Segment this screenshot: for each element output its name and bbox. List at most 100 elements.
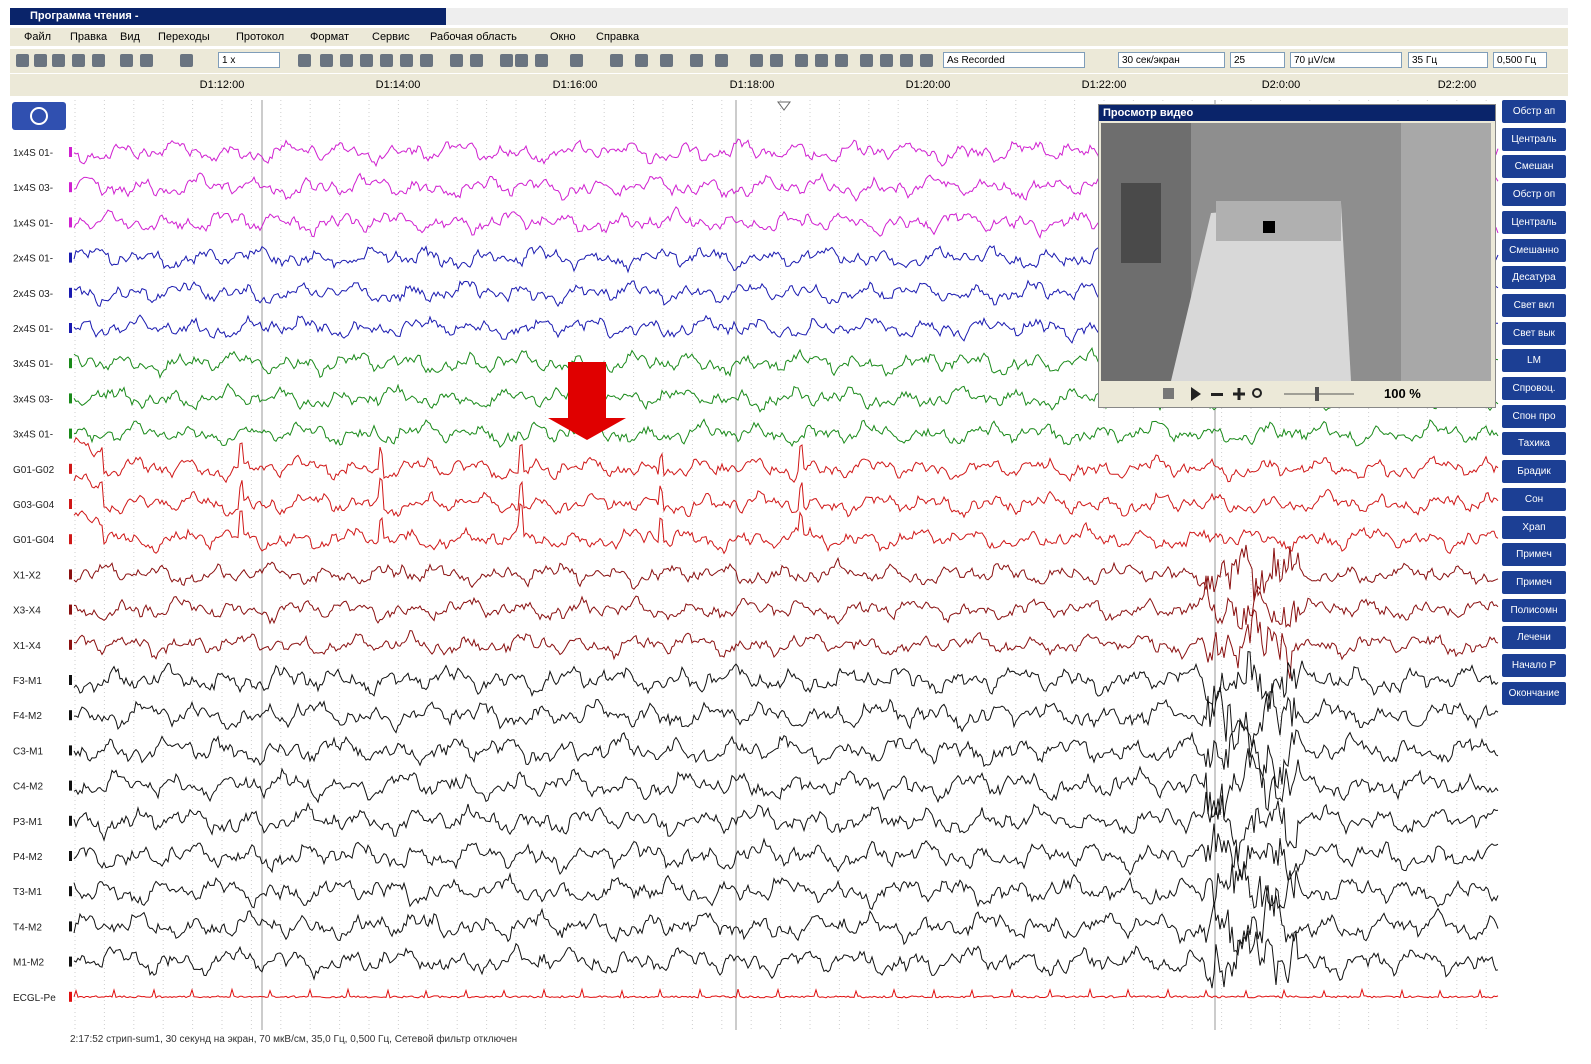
toolbar-icon[interactable] — [770, 54, 783, 67]
event-button[interactable]: Свет вкл — [1502, 294, 1566, 317]
toolbar-icon[interactable] — [715, 54, 728, 67]
channel-label: P4-M2 — [13, 852, 43, 863]
toolbar-icon[interactable] — [900, 54, 913, 67]
toolbar-icon[interactable] — [420, 54, 433, 67]
channel-marker — [69, 781, 72, 791]
menu-item[interactable]: Справка — [596, 31, 639, 43]
toolbar-icon[interactable] — [320, 54, 333, 67]
event-button[interactable]: Примеч — [1502, 571, 1566, 594]
stop-button[interactable] — [1163, 388, 1174, 399]
toolbar-icon[interactable] — [140, 54, 153, 67]
menu-item[interactable]: Правка — [70, 31, 107, 43]
event-button[interactable]: Смешанно — [1502, 239, 1566, 262]
channel-marker — [69, 429, 72, 439]
toolbar-icon[interactable] — [72, 54, 85, 67]
play-button[interactable] — [1191, 387, 1201, 401]
toolbar-icon[interactable] — [570, 54, 583, 67]
toolbar-icon[interactable] — [52, 54, 65, 67]
zoom-in-button[interactable] — [1233, 388, 1245, 400]
speed-select[interactable]: 1 x — [218, 52, 280, 68]
toolbar-icon[interactable] — [400, 54, 413, 67]
event-button[interactable]: Централь — [1502, 128, 1566, 151]
toolbar-icon[interactable] — [660, 54, 673, 67]
field-select[interactable]: 25 — [1230, 52, 1285, 68]
lowcut-select[interactable]: 0,500 Гц — [1493, 52, 1547, 68]
toolbar-icon[interactable] — [795, 54, 808, 67]
toolbar-icon[interactable] — [360, 54, 373, 67]
video-title: Просмотр видео — [1099, 105, 1495, 121]
menu-item[interactable]: Переходы — [158, 31, 210, 43]
toolbar-icon[interactable] — [380, 54, 393, 67]
event-button[interactable]: Примеч — [1502, 543, 1566, 566]
event-button[interactable]: LM — [1502, 349, 1566, 372]
menu-item[interactable]: Рабочая область — [430, 31, 517, 43]
channel-marker — [69, 605, 72, 615]
channel-label: X1-X2 — [13, 570, 41, 581]
toolbar-icon[interactable] — [750, 54, 763, 67]
event-button[interactable]: Храп — [1502, 516, 1566, 539]
channel-label: X3-X4 — [13, 606, 41, 617]
zoom-out-button[interactable] — [1211, 393, 1223, 396]
event-button[interactable]: Централь — [1502, 211, 1566, 234]
toolbar-icon[interactable] — [515, 54, 528, 67]
toolbar-icon[interactable] — [815, 54, 828, 67]
status-bar: 2:17:52 стрип-sum1, 30 секунд на экран, … — [70, 1034, 517, 1045]
toolbar-icon[interactable] — [860, 54, 873, 67]
montage-button[interactable] — [12, 102, 66, 130]
toolbar-icon[interactable] — [690, 54, 703, 67]
zoom-label: 100 % — [1384, 386, 1421, 401]
toolbar-icon[interactable] — [92, 54, 105, 67]
event-button[interactable]: Спровоц. — [1502, 377, 1566, 400]
channel-label: 3x4S 03- — [13, 394, 53, 405]
timebase-select[interactable]: 30 сек/экран — [1118, 52, 1225, 68]
toolbar-icon[interactable] — [34, 54, 47, 67]
event-button[interactable]: Свет вык — [1502, 322, 1566, 345]
toolbar-icon[interactable] — [610, 54, 623, 67]
event-button[interactable]: Обстр оп — [1502, 183, 1566, 206]
toolbar-icon[interactable] — [340, 54, 353, 67]
toolbar-icon[interactable] — [920, 54, 933, 67]
menu-item[interactable]: Протокол — [236, 31, 284, 43]
toolbar-icon[interactable] — [180, 54, 193, 67]
menu-item[interactable]: Файл — [24, 31, 51, 43]
menu-item[interactable]: Сервис — [372, 31, 410, 43]
event-button[interactable]: Обстр ап — [1502, 100, 1566, 123]
time-label: D1:18:00 — [730, 79, 775, 91]
channel-label: T4-M2 — [13, 922, 42, 933]
event-button[interactable]: Десатура — [1502, 266, 1566, 289]
event-button[interactable]: Полисомн — [1502, 599, 1566, 622]
menu-item[interactable]: Формат — [310, 31, 349, 43]
event-button[interactable]: Брадик — [1502, 460, 1566, 483]
channel-label: C4-M2 — [13, 782, 43, 793]
zoom-thumb[interactable] — [1315, 387, 1319, 401]
channel-marker — [69, 640, 72, 650]
highcut-select[interactable]: 35 Гц — [1408, 52, 1488, 68]
channel-label: 2x4S 03- — [13, 289, 53, 300]
toolbar-icon[interactable] — [500, 54, 513, 67]
menu-item[interactable]: Окно — [550, 31, 576, 43]
toolbar-icon[interactable] — [470, 54, 483, 67]
toolbar-icon[interactable] — [450, 54, 463, 67]
toolbar-icon[interactable] — [835, 54, 848, 67]
toolbar-icon[interactable] — [298, 54, 311, 67]
sensitivity-select[interactable]: 70 µV/см — [1290, 52, 1402, 68]
event-button[interactable]: Окончание — [1502, 682, 1566, 705]
toolbar-icon[interactable] — [880, 54, 893, 67]
toolbar-icon[interactable] — [16, 54, 29, 67]
event-button[interactable]: Спон про — [1502, 405, 1566, 428]
toolbar-icon[interactable] — [635, 54, 648, 67]
event-button[interactable]: Начало Р — [1502, 654, 1566, 677]
event-button[interactable]: Лечени — [1502, 626, 1566, 649]
channel-marker — [69, 921, 72, 931]
toolbar-icon[interactable] — [120, 54, 133, 67]
montage-select[interactable]: As Recorded — [943, 52, 1085, 68]
channel-marker — [69, 147, 72, 157]
toolbar-icon[interactable] — [535, 54, 548, 67]
event-button[interactable]: Сон — [1502, 488, 1566, 511]
event-button[interactable]: Смешан — [1502, 155, 1566, 178]
event-button[interactable]: Тахика — [1502, 432, 1566, 455]
channel-label: F4-M2 — [13, 711, 42, 722]
channel-label: G03-G04 — [13, 500, 55, 511]
menu-item[interactable]: Вид — [120, 31, 140, 43]
video-door — [1401, 123, 1491, 381]
